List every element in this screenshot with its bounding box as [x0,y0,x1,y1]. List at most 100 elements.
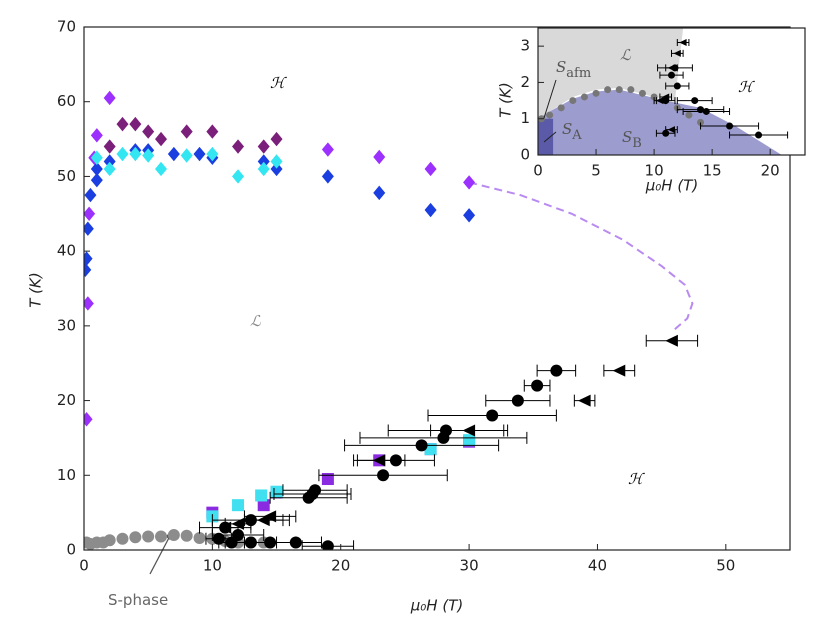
annotation-text: ℋ [270,74,287,92]
x-tick-label: 30 [460,557,479,575]
point [550,364,563,377]
point [257,154,270,169]
point [627,86,635,94]
point [206,124,219,139]
point [180,124,193,139]
point [373,149,386,165]
point [656,97,664,105]
annotation: ℋ [738,78,755,96]
point [424,202,437,218]
point [685,111,693,119]
point [270,485,283,498]
point [270,131,283,147]
point [142,148,155,163]
point [155,131,168,147]
point [116,146,129,162]
point [702,107,710,115]
point [90,128,103,143]
point [463,175,476,190]
point [264,536,277,549]
point [270,161,283,177]
point [612,364,626,377]
y-tick-label: 40 [57,242,76,260]
point [373,185,386,201]
x-tick-label: 5 [591,162,601,180]
x-tick-label: 10 [645,162,664,180]
point [321,142,334,157]
point [665,334,678,347]
dashed-line [468,181,694,331]
point [103,161,116,177]
point [486,409,499,422]
a-arrow [543,131,557,143]
point [650,93,658,101]
point [90,150,103,165]
annotation: S-phase [108,591,168,609]
annotation-text: ℒ [620,46,632,64]
annotation: ℋ [628,470,645,488]
point [193,532,206,545]
point [424,161,437,177]
y-tick-label: 30 [57,316,76,334]
annotation-text: S [622,128,632,146]
point [116,532,129,545]
point [697,118,705,126]
region [538,118,554,155]
point [668,71,675,79]
point [180,148,193,163]
point [673,49,681,57]
point [232,499,245,512]
point [84,262,92,278]
point [103,90,116,106]
point [531,379,544,392]
y-axis-label: T (K) [497,82,515,117]
point [206,146,219,162]
point [377,469,390,482]
point [580,93,588,101]
point [129,146,142,162]
point [726,122,734,130]
x-tick-label: 40 [588,557,607,575]
point [257,514,270,527]
axes-frame [83,26,791,551]
point [638,89,646,97]
point [232,139,245,154]
annotation-text: ℋ [738,78,755,96]
point [673,82,681,90]
point [615,86,623,94]
y-tick-label: 50 [57,167,76,185]
point [667,126,675,134]
annotation: ℋ [270,74,287,92]
annotation: Safm [556,58,591,81]
point [415,439,428,452]
point [155,530,168,543]
point [167,529,180,542]
annotation-text: S-phase [108,591,168,609]
point [546,111,554,119]
x-tick-label: 50 [716,557,735,575]
point [424,443,437,456]
y-tick-label: 70 [57,18,76,36]
point [270,154,283,169]
point [437,431,450,444]
point [463,208,476,223]
y-tick-label: 2 [520,73,530,91]
annotation: SB [622,128,642,151]
point [557,104,565,112]
point [84,187,97,203]
s-phase-arrow [149,531,173,575]
y-tick-label: 10 [57,466,76,484]
point [661,93,670,101]
x-tick-label: 0 [79,557,89,575]
point [84,296,94,311]
point [604,86,612,94]
point [193,146,206,162]
plot-area [538,28,789,155]
annotation-text: S [556,58,566,76]
y-tick-label: 1 [520,109,530,127]
point [511,394,524,407]
region [538,28,684,119]
